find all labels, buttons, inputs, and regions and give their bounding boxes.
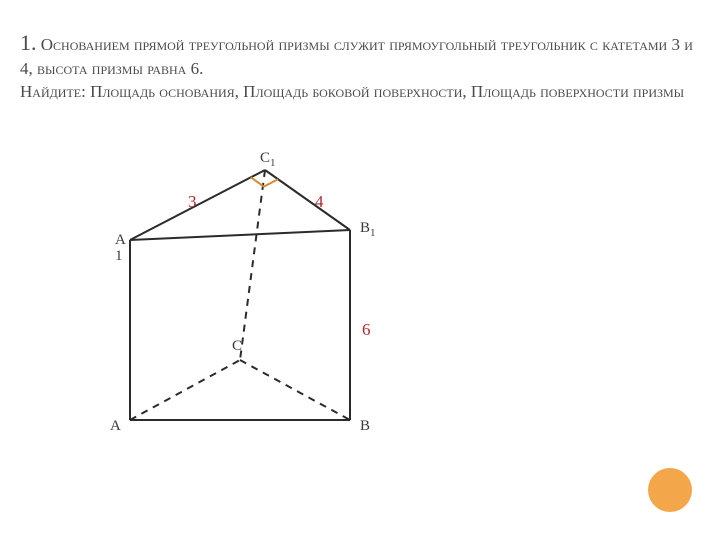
vertex-label-a: А <box>110 418 121 435</box>
vertex-label-a1-base: А <box>115 232 126 249</box>
problem-text: 1. Основанием прямой треугольной призмы … <box>20 28 700 104</box>
edge-label-4: 4 <box>315 192 324 212</box>
problem-number: 1. <box>20 30 37 55</box>
vertex-label-b1: В1 <box>360 220 376 239</box>
edge-label-6: 6 <box>362 320 371 340</box>
edge-label-3: 3 <box>188 192 197 212</box>
prism-diagram: 3 4 6 С1 В1 А 1 С А В <box>110 160 390 465</box>
slide-accent-circle <box>648 468 692 512</box>
vertex-label-c: С <box>232 338 242 355</box>
problem-line-2: Найдите: Площадь основания, Площадь боко… <box>20 82 684 101</box>
vertex-label-c1: С1 <box>260 150 276 169</box>
problem-line-1: Основанием прямой треугольной призмы слу… <box>20 35 693 78</box>
vertex-label-b: В <box>360 418 370 435</box>
prism-svg <box>110 160 390 460</box>
vertex-label-a1-sub: 1 <box>115 248 123 265</box>
